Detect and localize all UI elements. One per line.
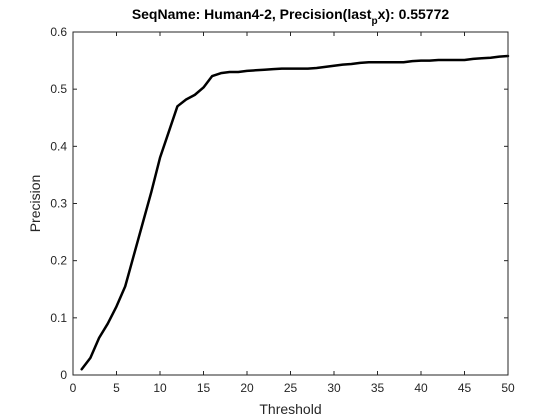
- y-tick-label: 0.5: [50, 82, 67, 96]
- x-tick-label: 20: [240, 381, 254, 395]
- chart-title: SeqName: Human4-2, Precision(lastpx): 0.…: [132, 6, 450, 27]
- chart-title-tail: x): 0.55772: [378, 6, 450, 22]
- y-tick-label: 0.2: [50, 254, 67, 268]
- x-tick-label: 0: [70, 381, 77, 395]
- x-axis-ticks: 0 5 10 15 20 25 30 35 40 45 50: [70, 32, 515, 395]
- chart-title-subscript: p: [371, 16, 377, 27]
- y-axis-ticks: 0 0.1 0.2 0.3 0.4 0.5 0.6: [50, 25, 508, 382]
- chart-title-main: SeqName: Human4-2, Precision(last: [132, 6, 372, 22]
- plot-area: [73, 32, 508, 375]
- x-axis-label: Threshold: [259, 401, 321, 417]
- y-tick-label: 0.6: [50, 25, 67, 39]
- x-tick-label: 5: [113, 381, 120, 395]
- y-tick-label: 0: [60, 368, 67, 382]
- x-tick-label: 45: [458, 381, 472, 395]
- y-tick-label: 0.1: [50, 311, 67, 325]
- data-layer: [80, 54, 510, 371]
- x-tick-label: 35: [371, 381, 385, 395]
- y-axis-label: Precision: [27, 175, 43, 233]
- x-tick-label: 15: [197, 381, 211, 395]
- y-tick-label: 0.4: [50, 139, 67, 153]
- x-tick-label: 30: [327, 381, 341, 395]
- x-tick-label: 10: [153, 381, 167, 395]
- x-tick-label: 40: [414, 381, 428, 395]
- x-tick-label: 50: [501, 381, 515, 395]
- x-tick-label: 25: [284, 381, 298, 395]
- precision-series-line: [80, 54, 510, 371]
- y-tick-label: 0.3: [50, 197, 67, 211]
